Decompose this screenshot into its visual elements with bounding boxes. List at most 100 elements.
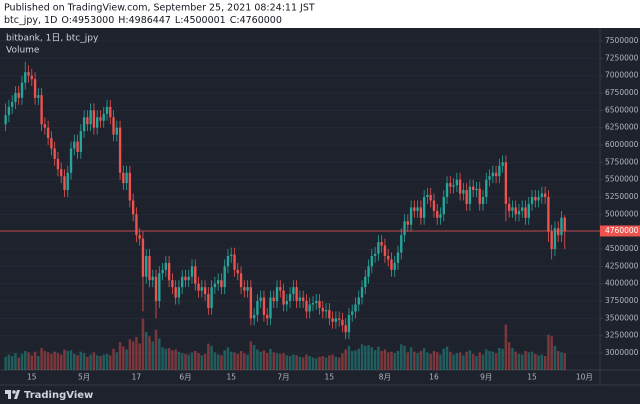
candle-body xyxy=(390,259,393,270)
volume-bar xyxy=(158,338,161,370)
volume-bar xyxy=(471,353,475,370)
candle-body xyxy=(40,95,43,125)
volume-bar xyxy=(540,354,544,370)
volume-bar xyxy=(33,351,37,370)
candle-body xyxy=(46,127,50,139)
volume-bar xyxy=(560,352,563,370)
candle-body xyxy=(158,273,161,302)
candle-body xyxy=(66,172,69,191)
volume-bar xyxy=(92,352,96,370)
volume-bar xyxy=(43,350,47,370)
candle-body xyxy=(128,172,132,201)
candle-body xyxy=(357,297,360,305)
volume-bar xyxy=(10,356,14,370)
candle-body xyxy=(141,238,145,277)
chart-bg xyxy=(0,28,640,404)
volume-bar xyxy=(360,344,364,370)
candle-body xyxy=(396,252,400,263)
candle-body xyxy=(99,117,102,121)
y-tick-label: 7500000 xyxy=(605,36,639,45)
volume-bar xyxy=(141,318,145,370)
candle-body xyxy=(79,131,83,152)
volume-bar xyxy=(56,353,60,370)
candle-body xyxy=(367,266,370,277)
volume-bar xyxy=(118,342,122,370)
y-tick-label: 6250000 xyxy=(605,123,639,132)
candle-body xyxy=(380,242,383,246)
x-tick-label: 10月 xyxy=(576,373,593,382)
candle-body xyxy=(511,207,514,211)
candle-body xyxy=(27,72,30,76)
volume-bar xyxy=(295,355,298,370)
volume-bar xyxy=(426,352,429,370)
y-tick-label: 5750000 xyxy=(605,157,639,166)
candle-body xyxy=(216,280,220,284)
candle-body xyxy=(30,75,33,80)
volume-bar xyxy=(161,347,164,370)
x-tick-label: 8月 xyxy=(379,373,391,382)
candle-body xyxy=(115,127,118,135)
volume-bar xyxy=(370,347,374,370)
volume-bar xyxy=(556,350,560,370)
y-tick-label: 6000000 xyxy=(605,140,639,149)
candle-body xyxy=(190,266,194,277)
candle-body xyxy=(426,194,429,198)
volume-bar xyxy=(265,353,269,370)
volume-bar xyxy=(347,345,351,370)
volume-bar xyxy=(79,351,83,370)
candle-body xyxy=(197,283,200,291)
candle-body xyxy=(507,203,511,211)
x-tick-label: 6月 xyxy=(179,373,191,382)
ohlc-value: 4760000 xyxy=(240,15,282,26)
candle-body xyxy=(347,314,351,333)
candle-body xyxy=(563,217,566,231)
volume-bar xyxy=(377,346,380,370)
candle-body xyxy=(252,314,256,319)
candle-body xyxy=(436,210,439,218)
volume-bar xyxy=(249,341,253,370)
y-tick-label: 3000000 xyxy=(605,348,639,357)
candle-body xyxy=(334,318,338,322)
candle-body xyxy=(203,287,207,295)
candle-body xyxy=(239,273,243,288)
volume-bar xyxy=(288,356,292,370)
volume-bar xyxy=(527,352,531,370)
candle-body xyxy=(288,294,292,302)
volume-bar xyxy=(305,354,308,370)
last-price-box xyxy=(600,225,640,237)
candle-body xyxy=(387,255,390,260)
candle-body xyxy=(92,110,96,128)
volume-bar xyxy=(7,354,11,370)
candle-body xyxy=(416,207,419,211)
candle-body xyxy=(400,235,403,253)
volume-bar xyxy=(180,353,184,370)
candle-body xyxy=(491,172,494,177)
candle-body xyxy=(527,203,530,218)
candle-body xyxy=(7,106,11,116)
volume-bar xyxy=(226,347,230,370)
volume-bar xyxy=(109,355,112,370)
volume-bar xyxy=(357,348,361,370)
volume-bar xyxy=(409,347,413,370)
y-tick-label: 4500000 xyxy=(605,244,639,253)
candle-body xyxy=(63,176,66,191)
volume-bar xyxy=(422,348,426,370)
candle-body xyxy=(181,276,184,288)
volume-bar xyxy=(275,353,279,370)
volume-bar xyxy=(50,353,53,370)
y-tick-label: 4250000 xyxy=(605,261,639,270)
candle-body xyxy=(481,197,485,204)
candle-body xyxy=(452,185,455,187)
candle-body xyxy=(154,276,158,302)
x-tick-label: 15 xyxy=(226,373,236,382)
candle-body xyxy=(102,113,105,121)
volume-bar xyxy=(239,350,243,370)
volume-bar xyxy=(259,351,262,370)
volume-bar xyxy=(243,353,246,370)
volume-bar xyxy=(53,351,56,370)
volume-bar xyxy=(223,350,226,370)
volume-bar xyxy=(76,355,79,370)
symbol: btc_jpy, 1D xyxy=(4,15,57,26)
candle-body xyxy=(151,276,154,281)
candle-body xyxy=(167,262,171,281)
